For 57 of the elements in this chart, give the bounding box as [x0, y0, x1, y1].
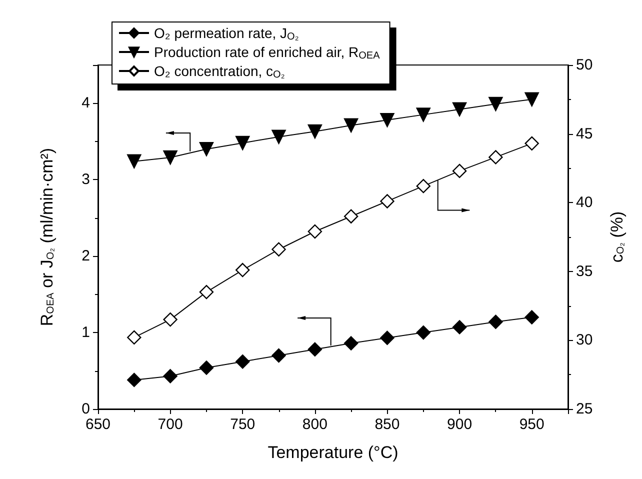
point: [524, 310, 539, 324]
y-axis-title: ROEA or JO₂ (ml/min·cm²): [38, 148, 56, 326]
point: [199, 360, 214, 375]
point: [452, 164, 467, 178]
y2-tick-label: 45: [576, 125, 593, 142]
point: [416, 108, 430, 122]
point: [236, 136, 250, 150]
point: [199, 142, 214, 156]
x-tick-label: 750: [230, 416, 256, 433]
point: [199, 284, 214, 300]
point: [524, 136, 539, 151]
point: [308, 342, 322, 356]
y-tick-label: 4: [82, 94, 90, 112]
point: [127, 330, 142, 345]
y2-tick-label: 40: [576, 194, 593, 212]
point: [272, 242, 286, 256]
x-tick-label: 850: [374, 416, 400, 433]
point: [344, 209, 358, 224]
point: [163, 312, 178, 327]
y-tick-label: 0: [82, 400, 90, 418]
point: [163, 150, 178, 165]
y2-tick-label: 30: [576, 332, 593, 349]
y2-tick-label: 50: [576, 56, 593, 74]
point: [452, 320, 467, 334]
point: [272, 130, 286, 144]
x-tick-label: 950: [519, 416, 544, 433]
y2-tick-label: 35: [576, 262, 593, 280]
point: [236, 262, 250, 278]
point: [488, 150, 503, 164]
point: [127, 372, 142, 388]
x-tick-label: 900: [447, 416, 472, 433]
y-tick-label: 2: [82, 248, 90, 265]
x-tick-label: 700: [158, 416, 183, 433]
point: [416, 325, 430, 340]
point: [236, 354, 250, 369]
point: [127, 154, 142, 168]
point: [308, 224, 322, 239]
y-tick-label: 3: [82, 171, 90, 188]
point: [380, 194, 394, 208]
x-axis-title: Temperature (°C): [268, 443, 398, 462]
y-tick-label: 1: [82, 324, 90, 342]
point: [488, 96, 503, 112]
point: [380, 330, 394, 346]
point: [344, 336, 358, 350]
x-tick-label: 650: [85, 416, 111, 433]
point: [308, 124, 322, 139]
point: [452, 102, 467, 116]
y2-tick-label: 25: [576, 400, 593, 418]
x-tick-label: 800: [302, 416, 328, 433]
y2-axis-title: cO₂ (%): [608, 211, 626, 263]
point: [163, 369, 178, 384]
point: [380, 112, 394, 128]
point: [416, 178, 430, 194]
point: [488, 314, 503, 329]
point: [272, 348, 286, 363]
point: [524, 92, 539, 106]
point: [344, 118, 358, 132]
